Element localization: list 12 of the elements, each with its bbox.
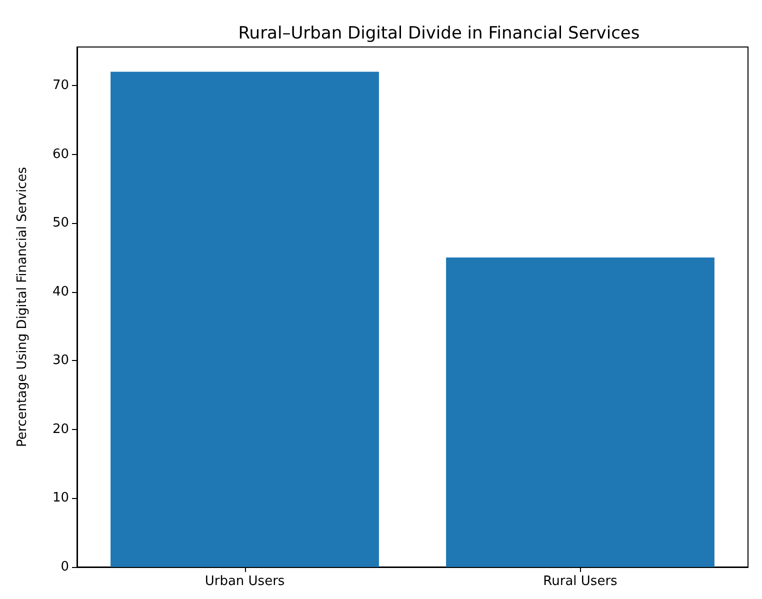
y-tick-label: 60 bbox=[52, 146, 69, 162]
chart-title: Rural–Urban Digital Divide in Financial Services bbox=[238, 24, 640, 44]
y-tick-label: 70 bbox=[52, 78, 69, 94]
x-tick-label: Urban Users bbox=[204, 574, 285, 589]
y-tick-label: 50 bbox=[52, 216, 69, 231]
y-tick-label: 0 bbox=[60, 560, 69, 574]
y-axis-title: Percentage Using Digital Financial Services bbox=[15, 166, 30, 447]
x-tick-label: Rural Users bbox=[543, 574, 618, 589]
y-tick-label: 20 bbox=[52, 422, 69, 437]
y-tick-label: 40 bbox=[52, 284, 69, 300]
y-tick-label: 30 bbox=[52, 353, 69, 368]
y-tick-label: 10 bbox=[52, 490, 69, 506]
